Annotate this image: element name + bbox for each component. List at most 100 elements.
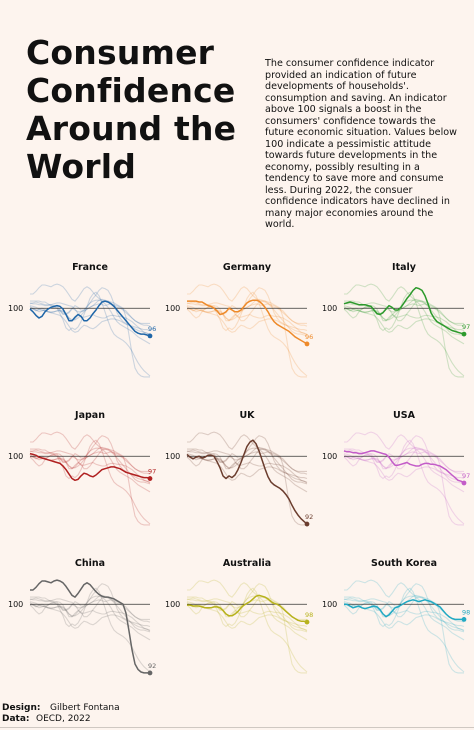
context-line-south-korea-germany (344, 595, 465, 641)
context-line-australia-usa (186, 598, 308, 632)
panel-australia: Australia 100 98 (165, 558, 313, 674)
end-point-france (147, 333, 153, 339)
context-line-china-australia (30, 594, 151, 623)
end-label-china: 92 (148, 662, 156, 670)
design-credit: Design: Gilbert Fontana (2, 703, 120, 714)
reference-label-germany: 100 (165, 304, 180, 313)
context-line-germany-australia (187, 298, 308, 327)
context-line-uk-australia (187, 446, 308, 475)
end-label-france: 96 (148, 325, 156, 333)
panel-south-korea: South Korea 100 98 (322, 558, 470, 674)
panel-germany: Germany 100 96 (165, 262, 313, 378)
series-line-italy (343, 286, 465, 335)
end-point-china (147, 670, 153, 676)
context-line-usa-south-korea (344, 451, 464, 472)
reference-label-france: 100 (8, 304, 23, 313)
panel-title-usa: USA (393, 410, 416, 421)
context-line-germany-china (187, 283, 307, 378)
context-line-uk-usa (186, 450, 308, 484)
context-line-usa-italy (343, 435, 465, 483)
context-line-china-japan (29, 601, 151, 629)
end-point-usa (461, 480, 467, 486)
context-line-australia-italy (186, 583, 308, 631)
context-line-uk-germany (187, 447, 308, 493)
end-label-uk: 92 (305, 513, 313, 521)
end-point-japan (147, 476, 153, 481)
context-line-italy-south-korea (344, 303, 464, 324)
context-line-japan-china (30, 431, 150, 526)
context-line-uk-south-korea (187, 451, 307, 472)
context-line-china-usa (29, 598, 151, 632)
context-line-germany-italy (186, 287, 308, 335)
end-point-germany (304, 341, 310, 347)
context-line-france-australia (30, 298, 151, 327)
data-value: OECD, 2022 (36, 714, 91, 724)
design-value: Gilbert Fontana (50, 703, 120, 713)
data-credit: Data: OECD, 2022 (2, 714, 91, 725)
panel-title-south-korea: South Korea (371, 558, 437, 569)
context-line-china-germany (30, 595, 151, 641)
context-line-germany-japan (186, 305, 308, 333)
reference-label-china: 100 (8, 600, 23, 609)
panel-usa: USA 100 97 (322, 410, 470, 526)
panel-title-japan: Japan (74, 410, 105, 421)
reference-label-usa: 100 (322, 452, 337, 461)
reference-label-japan: 100 (8, 452, 23, 461)
series-line-south-korea (344, 599, 464, 621)
description: The consumer confidence indicator provid… (265, 58, 457, 230)
end-label-italy: 97 (462, 323, 470, 331)
end-point-australia (304, 619, 310, 625)
context-line-china-italy (29, 583, 151, 631)
context-line-uk-china (187, 431, 307, 526)
reference-label-south-korea: 100 (322, 600, 337, 609)
series-line-usa (343, 450, 465, 484)
bottom-divider (0, 727, 474, 728)
context-line-south-korea-china (344, 579, 464, 674)
context-line-australia-china (187, 579, 307, 674)
context-line-germany-south-korea (187, 303, 307, 324)
context-line-italy-china (344, 283, 464, 378)
context-line-australia-germany (187, 595, 308, 641)
panel-title-china: China (75, 558, 105, 569)
context-line-france-south-korea (30, 303, 150, 324)
reference-label-australia: 100 (165, 600, 180, 609)
series-line-japan (29, 452, 151, 482)
design-label: Design: (2, 703, 41, 713)
panel-italy: Italy 100 97 (322, 262, 470, 378)
reference-label-italy: 100 (322, 304, 337, 313)
context-line-usa-japan (343, 453, 465, 481)
end-label-australia: 98 (305, 611, 313, 619)
series-line-australia (187, 594, 308, 623)
end-label-germany: 96 (305, 333, 313, 341)
context-line-usa-australia (344, 446, 465, 475)
panel-title-australia: Australia (223, 558, 271, 569)
context-line-japan-germany (30, 447, 151, 493)
context-line-italy-australia (344, 298, 465, 327)
context-line-japan-south-korea (30, 451, 150, 472)
context-line-south-korea-italy (343, 583, 465, 631)
panel-title-italy: Italy (392, 262, 417, 273)
end-label-japan: 97 (148, 468, 156, 476)
panel-title-france: France (72, 262, 108, 273)
panel-france: France 100 96 (8, 262, 156, 378)
context-line-france-usa (29, 302, 151, 336)
end-point-uk (304, 521, 310, 527)
series-line-uk (186, 439, 308, 525)
context-line-south-korea-usa (343, 598, 465, 632)
context-line-france-germany (30, 299, 151, 345)
panel-japan: Japan 100 97 (8, 410, 156, 526)
page-title: Consumer Confidence Around the World (26, 33, 237, 186)
series-line-germany (187, 299, 308, 345)
context-line-uk-japan (186, 453, 308, 481)
context-line-china-south-korea (30, 599, 150, 620)
panel-title-uk: UK (239, 410, 255, 421)
context-line-uk-italy (186, 435, 308, 483)
panel-china: China 100 92 (8, 558, 156, 676)
end-label-usa: 97 (462, 472, 470, 480)
end-point-south-korea (461, 617, 467, 622)
panel-title-germany: Germany (223, 262, 272, 273)
context-line-france-china (30, 283, 150, 378)
end-label-south-korea: 98 (462, 608, 470, 616)
reference-label-uk: 100 (165, 452, 180, 461)
